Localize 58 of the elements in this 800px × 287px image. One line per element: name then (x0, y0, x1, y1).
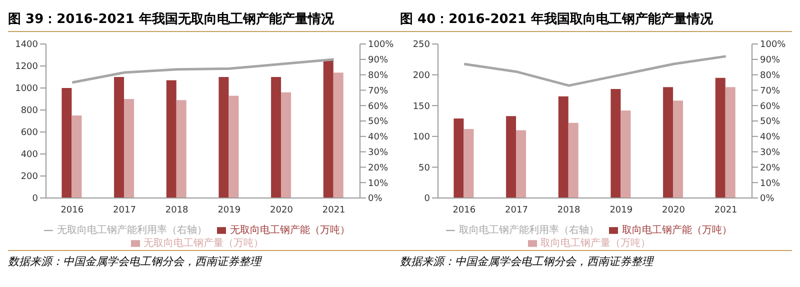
y2-tick-label: 80% (760, 70, 780, 81)
y-tick-label: 200 (412, 70, 430, 81)
x-tick-label: 2019 (610, 205, 633, 216)
y2-tick-label: 20% (368, 163, 388, 174)
y2-tick-label: 100% (368, 40, 394, 50)
chart-title: 图 39：2016-2021 年我国无取向电工钢产能产量情况 (8, 8, 400, 32)
x-tick-label: 2020 (662, 205, 686, 216)
y2-tick-label: 30% (760, 148, 780, 158)
y2-tick-label: 10% (368, 178, 388, 189)
y-tick-label: 400 (20, 150, 38, 160)
y2-tick-label: 90% (368, 56, 388, 66)
y-tick-label: 200 (20, 172, 38, 182)
y-tick-label: 50 (418, 163, 430, 174)
source-note: 数据来源：中国金属学会电工钢分会，西南证券整理 (400, 254, 655, 269)
x-tick-label: 2017 (505, 205, 528, 216)
y2-tick-label: 70% (368, 86, 388, 96)
y2-tick-label: 50% (368, 117, 388, 128)
y2-tick-label: 10% (760, 178, 780, 189)
x-tick-label: 2018 (557, 205, 581, 216)
y-tick-label: 800 (20, 106, 38, 116)
y-tick-label: 600 (20, 128, 38, 138)
y-tick-label: 1200 (15, 62, 38, 72)
legend-label: 取向电工钢产能（万吨） (622, 225, 732, 236)
y2-tick-label: 90% (760, 56, 780, 66)
y2-tick-label: 0% (368, 194, 383, 204)
y2-tick-label: 20% (760, 163, 780, 174)
y2-tick-label: 80% (368, 70, 388, 81)
y2-tick-label: 50% (760, 117, 780, 128)
y2-tick-label: 40% (760, 132, 780, 143)
legend-label: 取向电工钢产量（万吨） (540, 238, 650, 249)
source-note: 数据来源：中国金属学会电工钢分会，西南证券整理 (8, 254, 263, 269)
y-tick-label: 0 (424, 194, 430, 204)
legend-label: 取向电工钢产能利用率（右轴） (459, 225, 599, 236)
x-tick-label: 2017 (113, 205, 136, 216)
x-tick-label: 2021 (322, 205, 346, 216)
y2-tick-label: 40% (368, 132, 388, 143)
y2-tick-label: 60% (760, 102, 780, 112)
y2-tick-label: 60% (368, 102, 388, 112)
y-tick-label: 250 (412, 40, 430, 50)
y2-tick-label: 100% (760, 40, 786, 50)
y2-tick-label: 30% (368, 148, 388, 158)
y-tick-label: 1000 (15, 84, 38, 94)
legend-label: 无取向电工钢产能利用率（右轴） (57, 225, 207, 236)
y2-tick-label: 70% (760, 86, 780, 96)
y-tick-label: 1400 (15, 40, 38, 50)
y-tick-label: 100 (412, 132, 430, 143)
legend-label: 无取向电工钢产能（万吨） (230, 225, 350, 236)
legend-label: 无取向电工钢产量（万吨） (144, 238, 264, 249)
x-tick-label: 2016 (452, 205, 476, 216)
x-tick-label: 2021 (714, 205, 738, 216)
y2-tick-label: 0% (760, 194, 775, 204)
x-tick-label: 2020 (270, 205, 294, 216)
x-tick-label: 2019 (218, 205, 241, 216)
x-tick-label: 2016 (60, 205, 84, 216)
y-tick-label: 0 (32, 194, 38, 204)
x-tick-label: 2018 (165, 205, 189, 216)
chart-title: 图 40：2016-2021 年我国取向电工钢产能产量情况 (400, 8, 792, 32)
y-tick-label: 150 (412, 102, 430, 112)
